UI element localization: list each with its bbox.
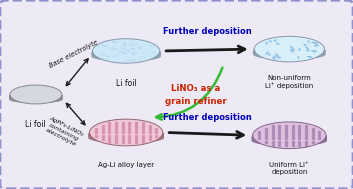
Ellipse shape <box>89 131 163 141</box>
Ellipse shape <box>122 53 126 54</box>
Ellipse shape <box>131 49 134 50</box>
Ellipse shape <box>139 48 141 49</box>
Text: Further deposition: Further deposition <box>163 27 251 36</box>
Ellipse shape <box>252 136 327 146</box>
Ellipse shape <box>92 48 160 58</box>
Ellipse shape <box>124 43 126 44</box>
Ellipse shape <box>253 46 325 56</box>
Ellipse shape <box>252 134 327 145</box>
Text: Uniform Li⁺
deposition: Uniform Li⁺ deposition <box>269 162 309 175</box>
Ellipse shape <box>92 52 160 61</box>
Ellipse shape <box>132 53 137 54</box>
Ellipse shape <box>252 132 327 143</box>
Ellipse shape <box>10 92 62 99</box>
Ellipse shape <box>10 93 62 100</box>
Ellipse shape <box>111 48 115 49</box>
Ellipse shape <box>104 46 107 47</box>
Text: Non-uniform
Li⁺ deposition: Non-uniform Li⁺ deposition <box>265 75 313 89</box>
Ellipse shape <box>253 122 326 149</box>
Ellipse shape <box>125 59 131 61</box>
Ellipse shape <box>119 51 122 52</box>
Ellipse shape <box>150 45 156 46</box>
Ellipse shape <box>132 54 135 55</box>
Ellipse shape <box>139 57 145 58</box>
Ellipse shape <box>89 132 163 142</box>
Ellipse shape <box>10 96 62 103</box>
Ellipse shape <box>112 42 115 43</box>
Ellipse shape <box>89 119 163 146</box>
Ellipse shape <box>10 95 62 102</box>
Ellipse shape <box>110 48 116 50</box>
Text: Ag-Li alloy layer: Ag-Li alloy layer <box>98 162 154 168</box>
Ellipse shape <box>152 52 155 53</box>
Ellipse shape <box>10 85 62 104</box>
Ellipse shape <box>253 49 325 58</box>
Ellipse shape <box>89 129 163 139</box>
Ellipse shape <box>114 41 119 43</box>
Ellipse shape <box>131 43 137 45</box>
Ellipse shape <box>252 133 327 144</box>
Ellipse shape <box>89 129 163 140</box>
Ellipse shape <box>130 59 134 60</box>
Text: Further deposition: Further deposition <box>163 113 252 122</box>
Ellipse shape <box>253 47 325 57</box>
Ellipse shape <box>124 51 130 53</box>
Ellipse shape <box>120 47 126 49</box>
Ellipse shape <box>134 60 140 61</box>
Ellipse shape <box>252 132 327 143</box>
Text: Li foil: Li foil <box>116 79 137 88</box>
Ellipse shape <box>252 131 327 142</box>
Ellipse shape <box>253 50 325 59</box>
Text: Base electrolyte: Base electrolyte <box>48 40 99 69</box>
Ellipse shape <box>253 46 325 55</box>
Text: Li foil: Li foil <box>25 120 46 129</box>
Ellipse shape <box>92 49 160 58</box>
Ellipse shape <box>92 39 160 63</box>
Ellipse shape <box>254 36 324 62</box>
Ellipse shape <box>101 54 106 55</box>
Ellipse shape <box>10 92 62 100</box>
Ellipse shape <box>98 44 104 46</box>
Text: grain refiner: grain refiner <box>165 97 227 106</box>
Ellipse shape <box>92 50 160 59</box>
Text: AgPF₆-LiNO₃
containing
electrolyte: AgPF₆-LiNO₃ containing electrolyte <box>43 116 84 148</box>
Ellipse shape <box>129 45 132 46</box>
Ellipse shape <box>126 52 128 53</box>
Text: LiNO₃ as a: LiNO₃ as a <box>171 84 220 92</box>
Ellipse shape <box>89 130 163 140</box>
Ellipse shape <box>254 46 325 57</box>
Ellipse shape <box>89 133 163 143</box>
Ellipse shape <box>92 48 160 57</box>
Ellipse shape <box>10 94 62 101</box>
Ellipse shape <box>131 49 134 50</box>
FancyArrowPatch shape <box>156 68 222 120</box>
Ellipse shape <box>106 56 110 57</box>
Ellipse shape <box>113 56 115 57</box>
Ellipse shape <box>92 51 160 60</box>
